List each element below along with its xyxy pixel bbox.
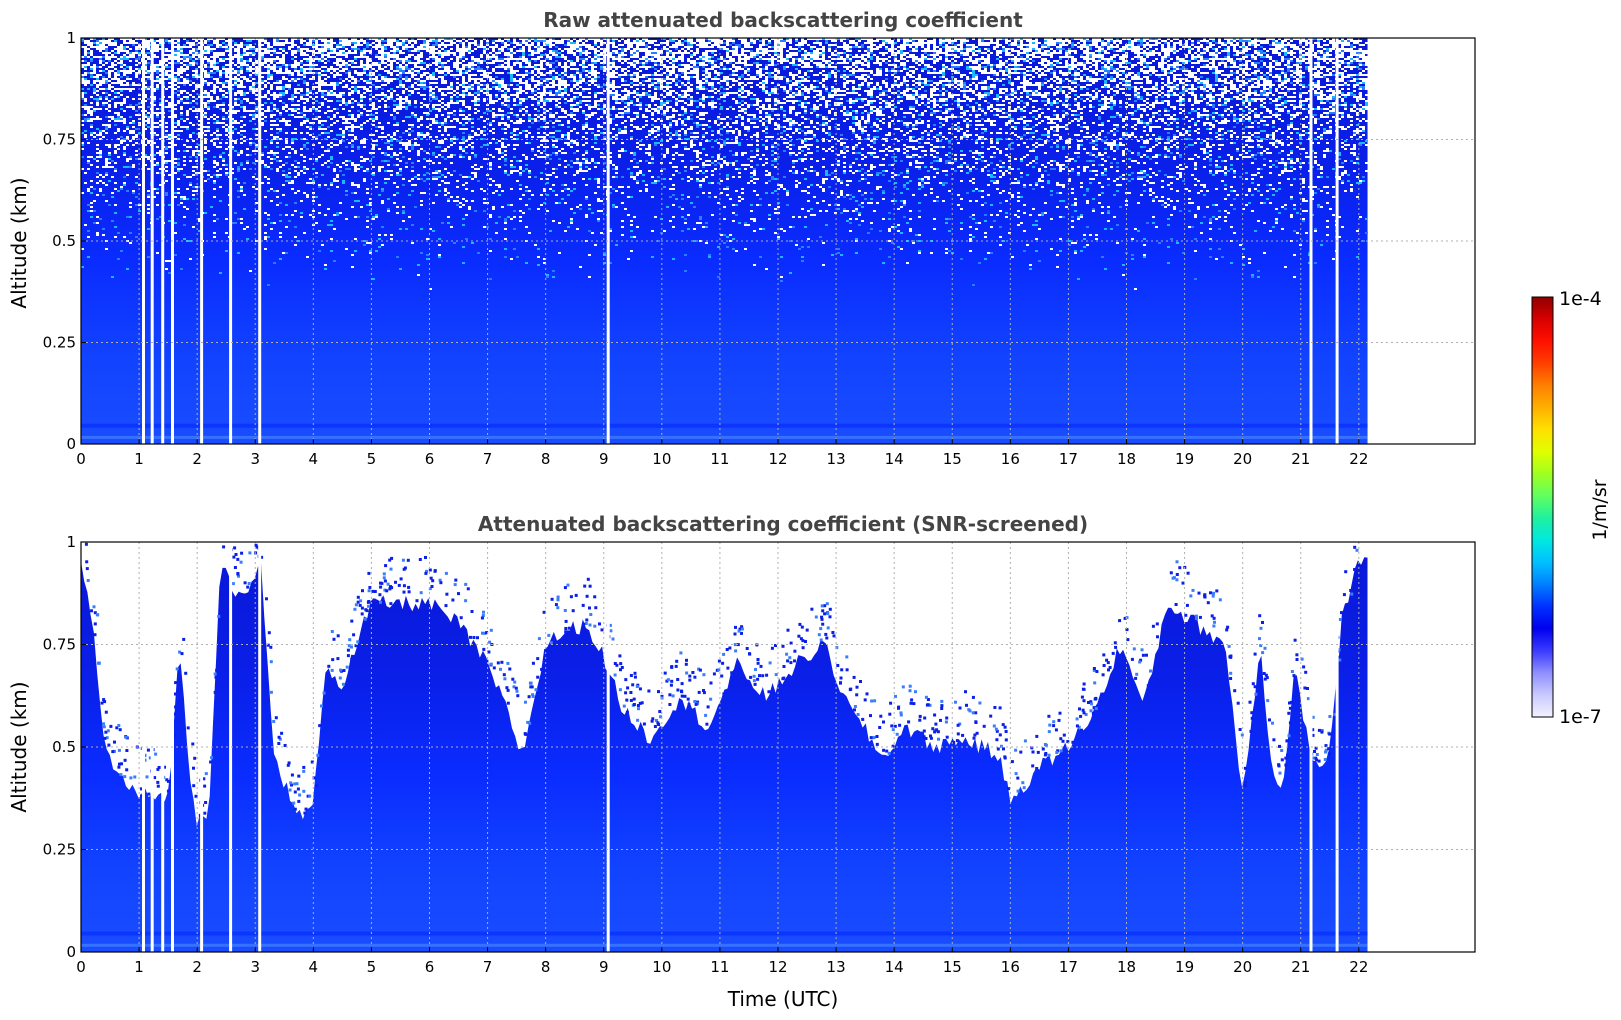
- x-tick-label: 2: [192, 450, 202, 468]
- chart-panel-raw: Raw attenuated backscattering coefficien…: [7, 8, 1476, 468]
- grid: [81, 38, 1475, 444]
- x-tick-label: 14: [885, 958, 904, 976]
- x-tick-label: 9: [599, 958, 609, 976]
- x-tick-label: 21: [1291, 958, 1310, 976]
- data-gap: [606, 38, 610, 444]
- x-tick-label: 11: [710, 958, 729, 976]
- plot-area: 0 1 2 3 4 5 6 7 8 9 10 11 12 13 14 15 16 17 18 19 20 21 2200.2…: [43, 29, 1476, 468]
- x-tick-label: 19: [1175, 450, 1194, 468]
- x-tick-label: 9: [599, 450, 609, 468]
- colorbar-bar: [1531, 296, 1554, 718]
- x-tick-label: 10: [652, 450, 671, 468]
- y-tick-label: 1: [66, 29, 76, 47]
- y-tick-label: 0.25: [43, 841, 76, 859]
- ground-layer: [81, 423, 1368, 428]
- ground-layer: [81, 931, 1368, 936]
- x-tick-label: 8: [541, 958, 551, 976]
- data-gap: [606, 542, 610, 952]
- grid: [81, 542, 1475, 952]
- x-tick-label: 17: [1059, 450, 1078, 468]
- y-tick-label: 0: [66, 943, 76, 961]
- chart-title: Attenuated backscattering coefficient (S…: [478, 512, 1088, 536]
- y-tick-label: 0.5: [52, 232, 76, 250]
- y-tick-label: 0: [66, 435, 76, 453]
- x-tick-label: 22: [1349, 958, 1368, 976]
- edge-speckles: [84, 542, 1359, 817]
- x-tick-label: 10: [652, 958, 671, 976]
- x-tick-label: 8: [541, 450, 551, 468]
- x-tick-label: 0: [76, 958, 86, 976]
- x-tick-label: 13: [827, 450, 846, 468]
- x-tick-label: 6: [425, 450, 435, 468]
- x-tick-label: 20: [1233, 958, 1252, 976]
- x-tick-label: 6: [425, 958, 435, 976]
- y-axis-label: Altitude (km): [7, 177, 31, 308]
- x-tick-label: 20: [1233, 450, 1252, 468]
- data-gap: [142, 38, 145, 444]
- x-tick-label: 18: [1117, 958, 1136, 976]
- screened-field: [81, 557, 1368, 952]
- chart-panel-screened: Attenuated backscattering coefficient (S…: [7, 512, 1476, 1011]
- chart-title: Raw attenuated backscattering coefficien…: [543, 8, 1023, 32]
- y-tick-label: 0.75: [43, 636, 76, 654]
- x-tick-label: 14: [885, 450, 904, 468]
- x-tick-label: 5: [367, 958, 377, 976]
- x-tick-label: 12: [768, 450, 787, 468]
- x-tick-label: 15: [943, 450, 962, 468]
- y-tick-label: 0.25: [43, 334, 76, 352]
- x-tick-label: 18: [1117, 450, 1136, 468]
- x-tick-label: 11: [710, 450, 729, 468]
- data-gap: [142, 542, 145, 952]
- x-tick-label: 13: [827, 958, 846, 976]
- x-tick-label: 4: [309, 450, 319, 468]
- data-gap: [258, 542, 262, 952]
- y-axis-label: Altitude (km): [7, 681, 31, 812]
- ground-layer: [81, 943, 1368, 947]
- colorbar: 1e-4 1e-7 1/m/sr: [1531, 288, 1611, 728]
- x-tick-label: 22: [1349, 450, 1368, 468]
- colorbar-min-label: 1e-7: [1559, 706, 1602, 728]
- x-tick-label: 5: [367, 450, 377, 468]
- plot-area: 0 1 2 3 4 5 6 7 8 9 10 11 12 13 14 15 16 17 18 19 20 21 2200.2…: [43, 533, 1476, 976]
- x-tick-label: 7: [483, 958, 493, 976]
- x-tick-label: 0: [76, 450, 86, 468]
- colorbar-max-label: 1e-4: [1559, 288, 1602, 310]
- x-tick-label: 1: [134, 958, 144, 976]
- y-tick-label: 0.5: [52, 738, 76, 756]
- x-tick-label: 3: [250, 958, 260, 976]
- x-tick-label: 1: [134, 450, 144, 468]
- x-tick-label: 21: [1291, 450, 1310, 468]
- y-tick-label: 0.75: [43, 131, 76, 149]
- x-tick-label: 16: [1001, 958, 1020, 976]
- x-axis-label: Time (UTC): [727, 987, 839, 1011]
- colorbar-unit-label: 1/m/sr: [1589, 479, 1611, 540]
- x-tick-label: 19: [1175, 958, 1194, 976]
- data-gap: [229, 542, 233, 952]
- x-tick-label: 2: [192, 958, 202, 976]
- x-tick-label: 15: [943, 958, 962, 976]
- x-tick-label: 4: [309, 958, 319, 976]
- data-gap: [258, 38, 262, 444]
- data-gap: [229, 38, 233, 444]
- x-tick-label: 16: [1001, 450, 1020, 468]
- y-tick-label: 1: [66, 533, 76, 551]
- x-tick-label: 17: [1059, 958, 1078, 976]
- x-tick-label: 12: [768, 958, 787, 976]
- x-tick-label: 3: [250, 450, 260, 468]
- x-tick-label: 7: [483, 450, 493, 468]
- ground-layer: [81, 435, 1368, 439]
